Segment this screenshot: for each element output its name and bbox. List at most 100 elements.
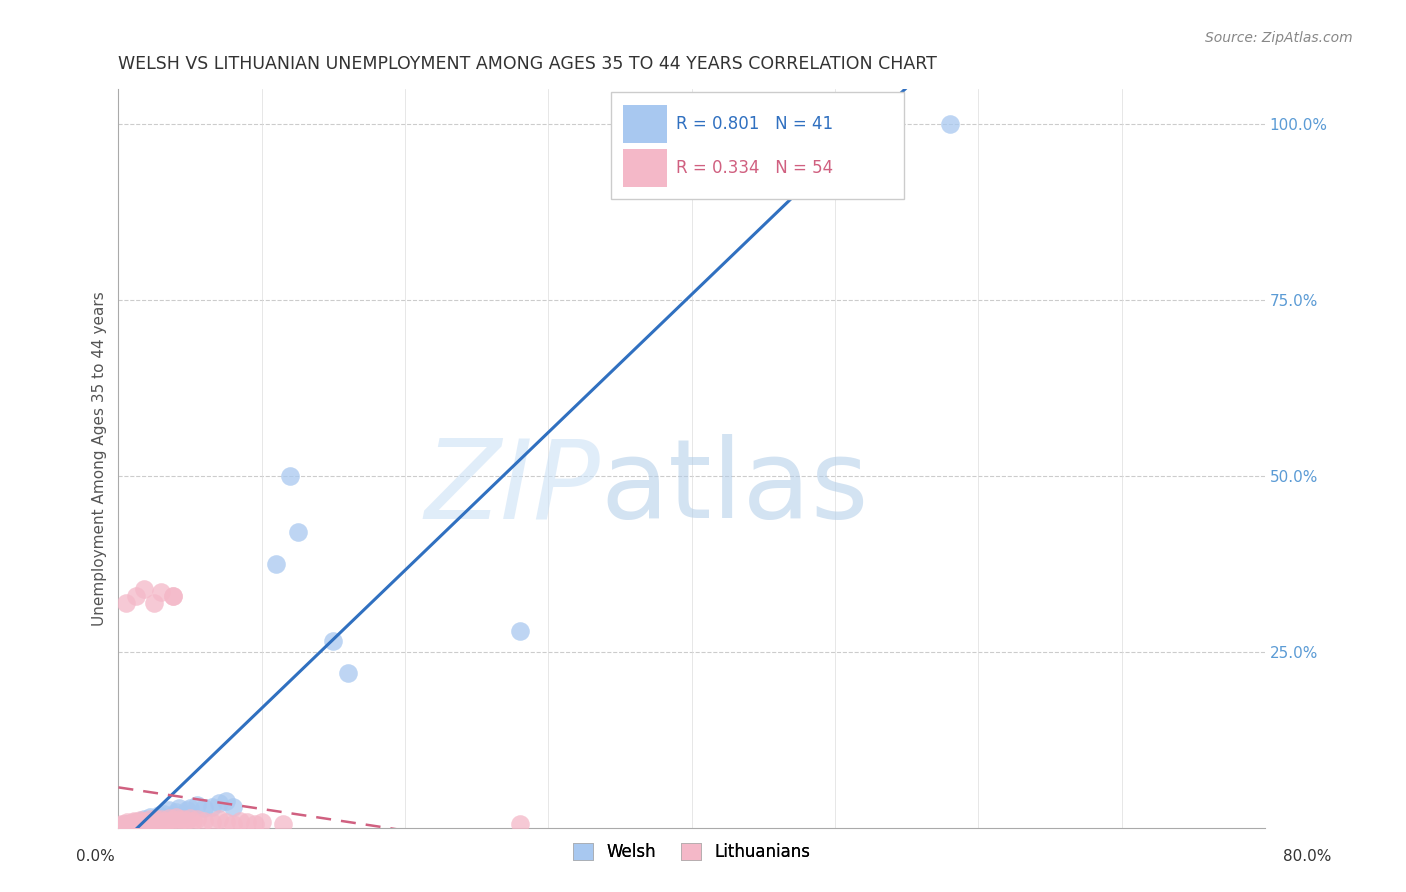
- Point: [179, 811, 201, 825]
- Point: [229, 814, 252, 828]
- Point: [111, 818, 134, 832]
- Point: [114, 596, 136, 610]
- Point: [162, 808, 184, 822]
- Text: R = 0.334   N = 54: R = 0.334 N = 54: [676, 159, 834, 177]
- Point: [117, 817, 139, 831]
- Point: [141, 816, 163, 830]
- Text: atlas: atlas: [600, 434, 869, 541]
- Point: [111, 818, 134, 832]
- Point: [135, 816, 157, 830]
- FancyBboxPatch shape: [623, 149, 668, 186]
- Point: [172, 806, 194, 821]
- Point: [108, 819, 131, 833]
- Point: [222, 816, 245, 830]
- Point: [186, 813, 208, 827]
- Point: [120, 816, 142, 830]
- Point: [132, 816, 155, 830]
- Point: [236, 815, 259, 830]
- Point: [131, 815, 153, 830]
- Point: [110, 817, 132, 831]
- Point: [124, 816, 146, 830]
- Point: [148, 808, 170, 822]
- Point: [208, 813, 231, 827]
- Point: [145, 813, 167, 827]
- Point: [176, 803, 198, 817]
- Point: [509, 817, 531, 831]
- Point: [136, 814, 159, 829]
- Point: [287, 525, 309, 540]
- Text: ZIP: ZIP: [425, 434, 600, 541]
- Point: [150, 585, 173, 599]
- Point: [222, 800, 245, 814]
- Point: [118, 818, 141, 832]
- Point: [153, 806, 176, 821]
- Point: [162, 813, 184, 827]
- Y-axis label: Unemployment Among Ages 35 to 44 years: Unemployment Among Ages 35 to 44 years: [93, 291, 107, 625]
- Point: [938, 117, 960, 131]
- Point: [115, 815, 138, 830]
- Point: [157, 811, 180, 825]
- Point: [264, 557, 287, 571]
- Point: [170, 814, 193, 828]
- Point: [322, 634, 344, 648]
- Point: [108, 820, 131, 834]
- Point: [112, 816, 135, 830]
- FancyBboxPatch shape: [612, 92, 904, 200]
- Point: [129, 814, 152, 828]
- Point: [115, 819, 138, 833]
- FancyBboxPatch shape: [623, 105, 668, 143]
- Point: [124, 589, 146, 603]
- Point: [143, 815, 166, 830]
- Point: [114, 819, 136, 833]
- Point: [118, 818, 141, 832]
- Point: [139, 810, 162, 824]
- Point: [134, 814, 156, 828]
- Point: [200, 800, 222, 814]
- Point: [200, 815, 222, 830]
- Point: [150, 813, 173, 827]
- Point: [193, 814, 215, 828]
- Point: [153, 814, 176, 828]
- Point: [162, 589, 184, 603]
- Point: [243, 816, 266, 830]
- Point: [146, 816, 169, 830]
- Point: [167, 813, 190, 827]
- Point: [155, 815, 177, 830]
- Point: [162, 589, 184, 603]
- Text: 0.0%: 0.0%: [76, 849, 115, 864]
- Point: [336, 666, 359, 681]
- Point: [114, 817, 136, 831]
- Text: WELSH VS LITHUANIAN UNEMPLOYMENT AMONG AGES 35 TO 44 YEARS CORRELATION CHART: WELSH VS LITHUANIAN UNEMPLOYMENT AMONG A…: [118, 55, 938, 73]
- Point: [157, 803, 180, 817]
- Point: [509, 624, 531, 638]
- Point: [143, 813, 166, 827]
- Point: [215, 794, 238, 808]
- Point: [138, 815, 160, 830]
- Point: [125, 814, 148, 829]
- Text: 80.0%: 80.0%: [1284, 849, 1331, 864]
- Point: [280, 468, 302, 483]
- Point: [124, 815, 146, 830]
- Point: [121, 816, 143, 830]
- Point: [110, 819, 132, 833]
- Point: [122, 814, 145, 828]
- Point: [129, 814, 152, 828]
- Point: [121, 815, 143, 830]
- Point: [143, 596, 166, 610]
- Point: [167, 801, 190, 815]
- Point: [128, 816, 150, 830]
- Point: [165, 810, 187, 824]
- Point: [136, 815, 159, 830]
- Point: [142, 814, 165, 828]
- Point: [134, 582, 156, 596]
- Point: [112, 820, 135, 834]
- Point: [181, 814, 204, 828]
- Point: [176, 814, 198, 828]
- Point: [172, 812, 194, 826]
- Point: [250, 815, 273, 830]
- Point: [186, 798, 208, 813]
- Point: [150, 810, 173, 824]
- Point: [131, 815, 153, 830]
- Point: [165, 805, 187, 820]
- Point: [159, 814, 181, 828]
